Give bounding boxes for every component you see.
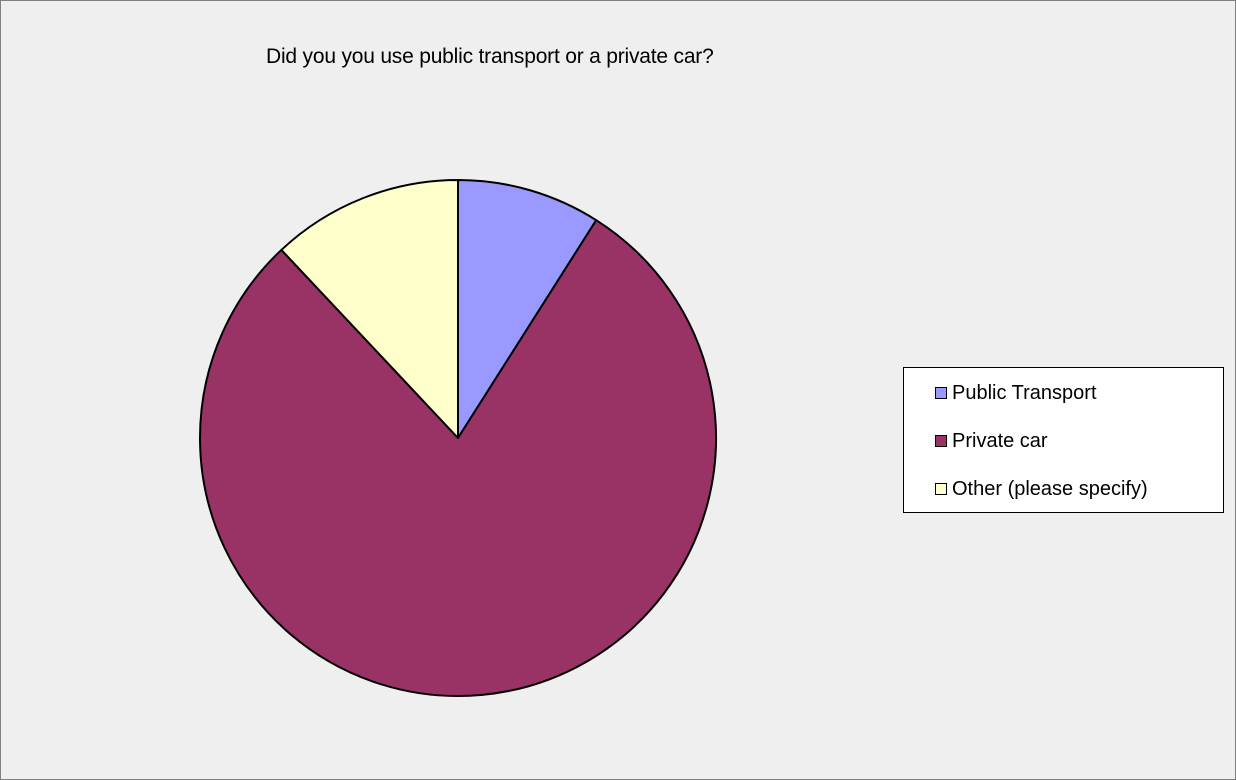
pie-slice-private-car (199, 219, 717, 697)
pie-slice-other (280, 179, 459, 439)
legend-label-private-car: Private car (952, 429, 1048, 452)
legend-label-other: Other (please specify) (952, 477, 1148, 500)
legend-swatch-other (935, 483, 947, 495)
legend-item-public-transport: Public Transport (935, 381, 1097, 405)
legend-item-other: Other (please specify) (935, 477, 1148, 501)
pie-slices (199, 179, 717, 697)
legend-swatch-private-car (935, 435, 947, 447)
chart-title: Did you you use public transport or a pr… (266, 45, 714, 68)
legend: Public Transport Private car Other (plea… (903, 367, 1224, 513)
legend-label-public-transport: Public Transport (952, 381, 1097, 404)
legend-swatch-public-transport (935, 387, 947, 399)
pie-slice-public-transport (457, 179, 598, 439)
legend-item-private-car: Private car (935, 429, 1048, 453)
